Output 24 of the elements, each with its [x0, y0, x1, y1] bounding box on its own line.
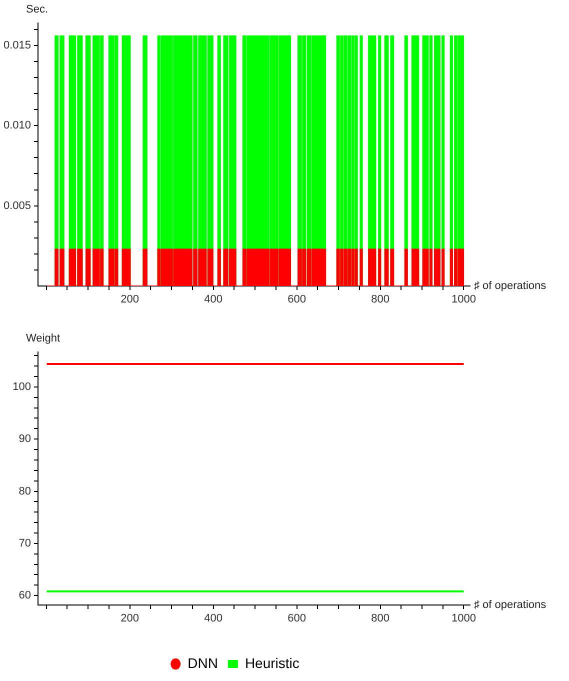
x-tick-label: 600: [288, 612, 306, 625]
x-tick-label: 800: [371, 294, 390, 306]
x-tick-label: 1000: [451, 294, 476, 306]
y-tick-label: 80: [18, 485, 31, 498]
x-axis-title: ♯ of operations: [474, 280, 547, 292]
x-tick-label: 400: [204, 612, 222, 625]
y-axis-title: Weight: [26, 332, 60, 345]
x-tick-label: 1000: [451, 612, 476, 625]
y-tick-label: 0.010: [3, 120, 31, 132]
x-tick-label: 400: [204, 294, 222, 306]
x-tick-label: 200: [120, 612, 140, 625]
x-tick-label: 800: [371, 612, 390, 625]
y-tick-label: 0.005: [3, 200, 31, 212]
x-tick-label: 600: [288, 294, 306, 306]
y-tick-label: 90: [18, 433, 31, 446]
y-axis-title: Sec.: [26, 4, 48, 16]
legend-label: Heuristic: [244, 654, 300, 671]
y-tick-label: 60: [18, 590, 31, 602]
y-tick-label: 70: [18, 537, 31, 550]
legend-label: DNN: [188, 654, 218, 671]
x-axis-title: ♯ of operations: [474, 599, 547, 612]
x-tick-label: 200: [120, 294, 140, 306]
y-tick-label: 0.015: [3, 39, 31, 52]
y-tick-label: 100: [12, 380, 31, 393]
